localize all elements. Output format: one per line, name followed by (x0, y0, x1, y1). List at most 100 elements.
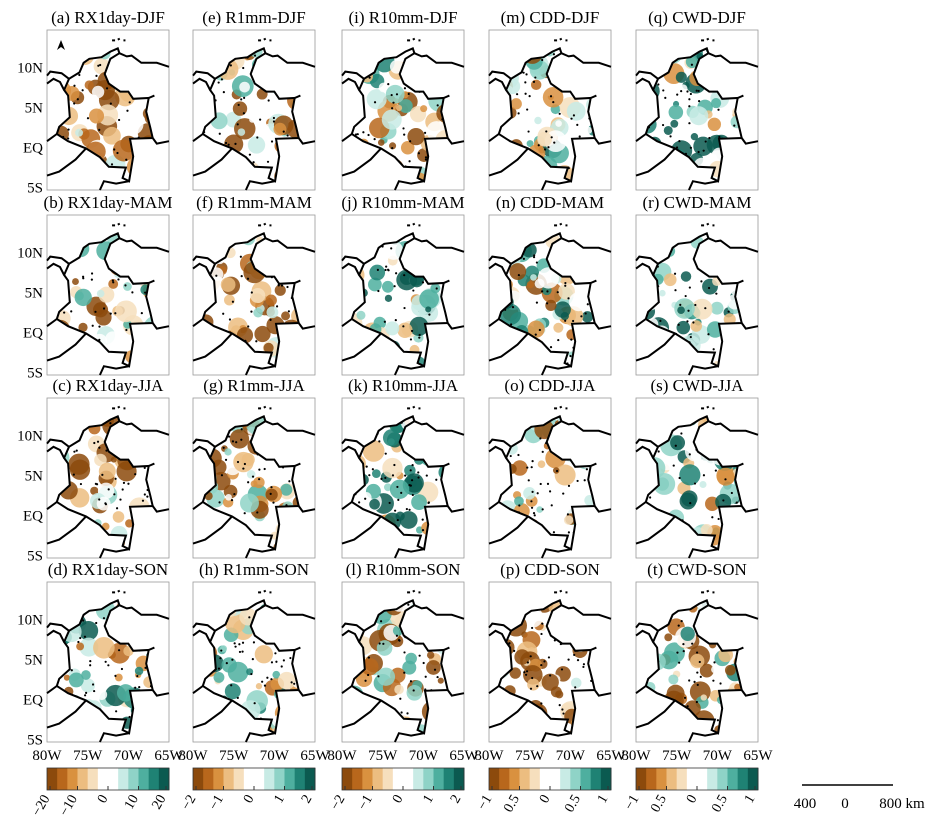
significance-dot (254, 702, 256, 704)
significance-dot (275, 661, 277, 663)
lat-label: 10N (17, 246, 43, 262)
anomaly-blob (669, 105, 684, 120)
significance-dot (700, 280, 702, 282)
significance-dot (527, 130, 529, 132)
panel-title: (i) R10mm-DJF (348, 8, 457, 27)
anomaly-blob (693, 137, 712, 156)
colorbar-cell (677, 768, 688, 790)
significance-dot (110, 103, 112, 105)
anomaly-blob (213, 79, 233, 99)
significance-dot (523, 671, 525, 673)
significance-dot (256, 136, 258, 138)
colorbar-label: 2 (448, 793, 464, 807)
significance-dot (669, 135, 671, 137)
colorbar-label: 0 (390, 793, 406, 807)
anomaly-blob (394, 685, 404, 695)
lon-label: 75W (73, 748, 103, 764)
anomaly-blob (407, 128, 424, 145)
significance-dot (526, 108, 528, 110)
significance-dot (250, 310, 252, 312)
significance-dot (526, 466, 528, 468)
panel-title: (f) R1mm-MAM (196, 193, 312, 212)
significance-dot (223, 91, 225, 93)
significance-dot (106, 87, 108, 89)
significance-dot (241, 651, 243, 653)
anomaly-blob (247, 470, 256, 479)
significance-dot (540, 702, 542, 704)
anomaly-blob (527, 678, 539, 690)
significance-dot (673, 464, 675, 466)
significance-dot (125, 329, 127, 331)
colorbar-cell (656, 768, 667, 790)
significance-dot (84, 694, 86, 696)
significance-dot (534, 76, 536, 78)
significance-dot (530, 500, 532, 502)
significance-dot (690, 93, 692, 95)
significance-dot (425, 676, 427, 678)
colorbar-cell (383, 768, 394, 790)
significance-dot (82, 277, 84, 279)
significance-dot (543, 660, 545, 662)
significance-dot (541, 59, 543, 61)
anomaly-blob (99, 463, 116, 480)
significance-dot (222, 313, 224, 315)
significance-dot (426, 474, 428, 476)
colorbar-label: 0.5 (709, 793, 731, 816)
significance-dot (218, 667, 220, 669)
significance-dot (713, 661, 715, 663)
significance-dot (715, 293, 717, 295)
anomaly-blob (378, 139, 385, 146)
lon-label: 70W (409, 748, 439, 764)
significance-dot (385, 265, 387, 267)
significance-dot (112, 279, 114, 281)
anomaly-blob (79, 621, 99, 641)
anomaly-blob (278, 672, 296, 690)
significance-dot (412, 494, 414, 496)
colorbar-cell (423, 768, 434, 790)
significance-dot (427, 502, 429, 504)
anomaly-blob (115, 300, 137, 322)
significance-dot (516, 93, 518, 95)
significance-dot (394, 510, 396, 512)
anomaly-blob (68, 454, 89, 475)
significance-dot (377, 675, 379, 677)
significance-dot (93, 690, 95, 692)
significance-dot (226, 662, 228, 664)
significance-dot (675, 445, 677, 447)
colorbar-cell (520, 768, 531, 790)
significance-dot (524, 81, 526, 83)
colorbar-cell (499, 768, 510, 790)
significance-dot (406, 508, 408, 510)
significance-dot (549, 674, 551, 676)
significance-dot (82, 89, 84, 91)
significance-dot (703, 150, 705, 152)
significance-dot (404, 87, 406, 89)
colorbar-cell (393, 768, 404, 790)
significance-dot (586, 468, 588, 470)
significance-dot (107, 664, 109, 666)
significance-dot (232, 301, 234, 303)
anomaly-blob (85, 80, 94, 89)
anomaly-blob (708, 118, 721, 131)
significance-dot (436, 676, 438, 678)
significance-dot (583, 663, 585, 665)
significance-dot (534, 514, 536, 516)
panel-title: (e) R1mm-DJF (202, 8, 305, 27)
significance-dot (574, 686, 576, 688)
significance-dot (286, 286, 288, 288)
significance-dot (532, 460, 534, 462)
anomaly-blob (420, 105, 427, 112)
lat-label: EQ (23, 509, 43, 525)
significance-dot (517, 112, 519, 114)
lon-label: 75W (515, 748, 545, 764)
significance-dot (396, 93, 398, 95)
significance-dot (688, 105, 690, 107)
anomaly-blob (699, 481, 706, 488)
significance-dot (393, 464, 395, 466)
significance-dot (436, 287, 438, 289)
colorbar-label: −10 (57, 793, 81, 819)
significance-dot (577, 659, 579, 661)
significance-dot (559, 113, 561, 115)
anomaly-blob (553, 323, 563, 333)
colorbar-cell (697, 768, 708, 790)
